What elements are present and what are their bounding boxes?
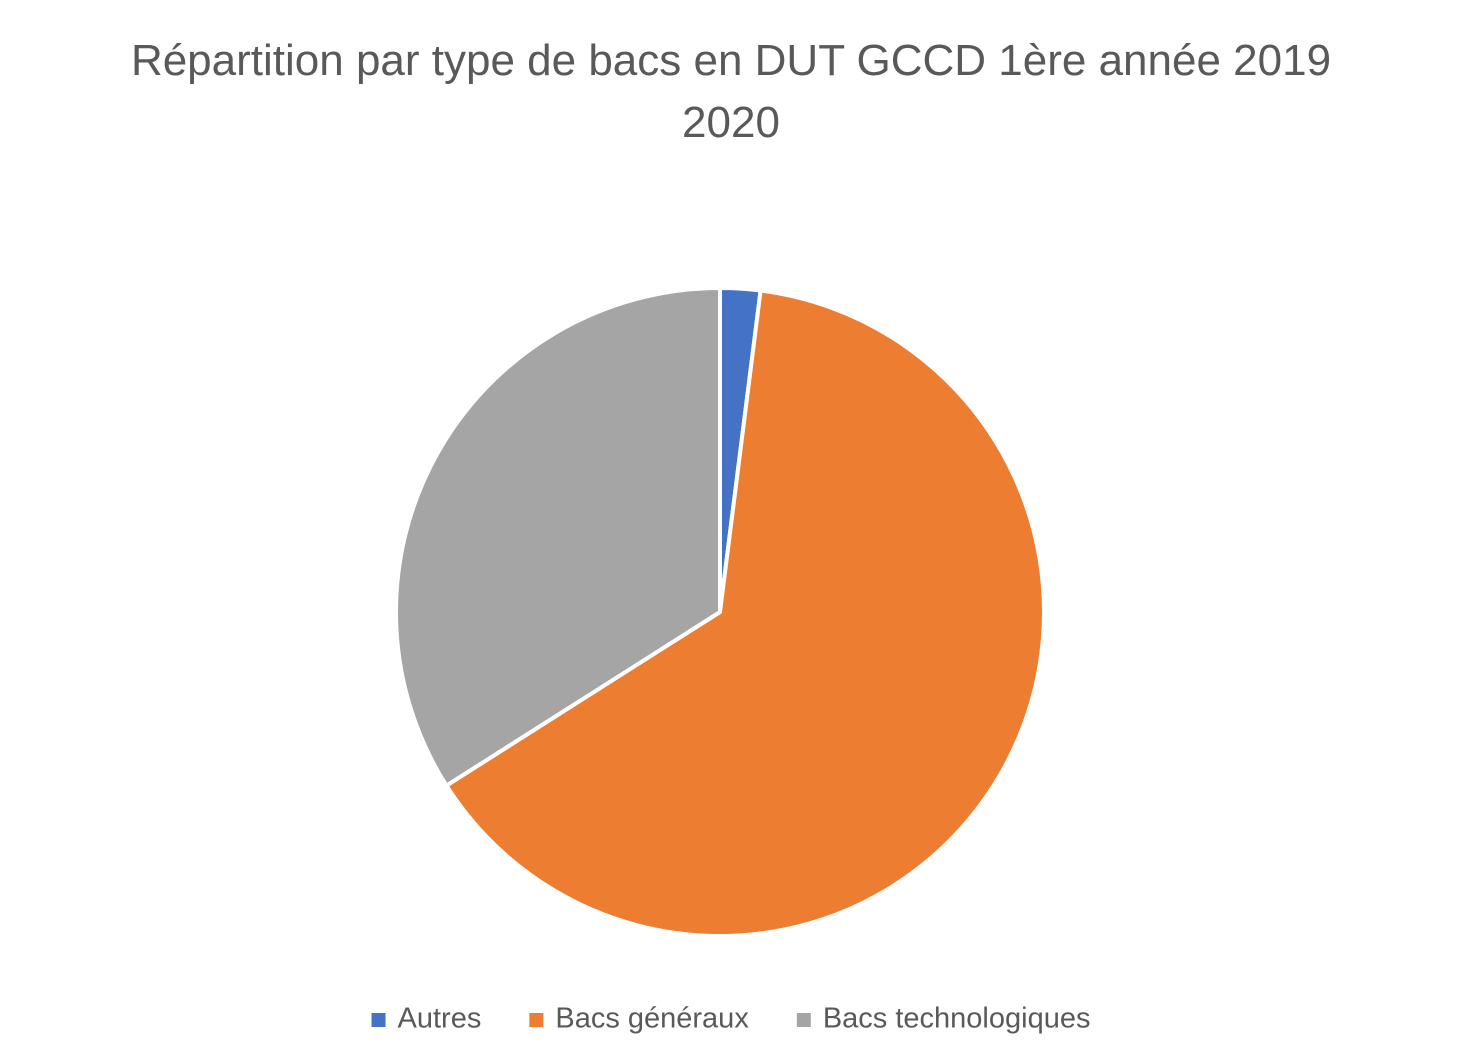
pie-slice — [394, 286, 722, 788]
legend-marker — [371, 1013, 386, 1027]
legend-marker — [796, 1013, 811, 1027]
legend-label: Autres — [398, 1003, 482, 1035]
legend-marker — [529, 1013, 544, 1027]
legend-label: Bacs généraux — [555, 1003, 749, 1035]
legend-label: Bacs technologiques — [823, 1003, 1091, 1035]
chart-title: Répartition par type de bacs en DUT GCCD… — [130, 36, 1332, 147]
pie-slice — [444, 288, 1046, 938]
